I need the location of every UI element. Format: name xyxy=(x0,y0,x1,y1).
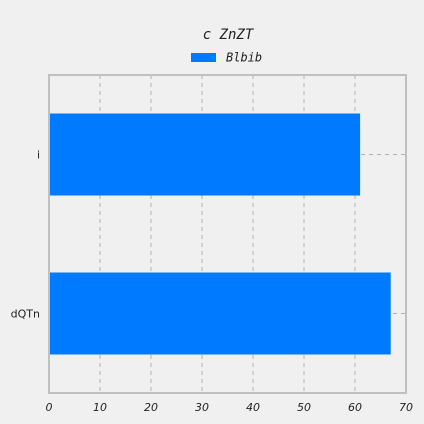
x-tick-label: 60 xyxy=(348,401,362,414)
bar-dqtn xyxy=(49,272,391,355)
x-tick-label: 10 xyxy=(93,401,107,414)
legend: Blbib xyxy=(191,51,262,65)
bar-i xyxy=(49,113,361,196)
y-tick-label: i xyxy=(37,149,40,162)
x-tick-label: 20 xyxy=(144,401,158,414)
x-tick-label: 30 xyxy=(195,401,209,414)
y-tick-label: dQTn xyxy=(11,308,40,321)
legend-swatch xyxy=(191,53,216,62)
x-tick-label: 0 xyxy=(46,401,53,414)
legend-label: Blbib xyxy=(226,51,262,65)
chart-title: c ZnZT xyxy=(203,27,255,43)
x-tick-label: 50 xyxy=(297,401,311,414)
x-tick-label: 70 xyxy=(399,401,413,414)
x-tick-label: 40 xyxy=(246,401,260,414)
bars xyxy=(49,113,391,355)
x-axis-ticks: 0 10 20 30 40 50 60 70 xyxy=(46,401,414,414)
axes-frame xyxy=(48,74,407,394)
y-axis-ticks: i dQTn xyxy=(11,149,40,321)
